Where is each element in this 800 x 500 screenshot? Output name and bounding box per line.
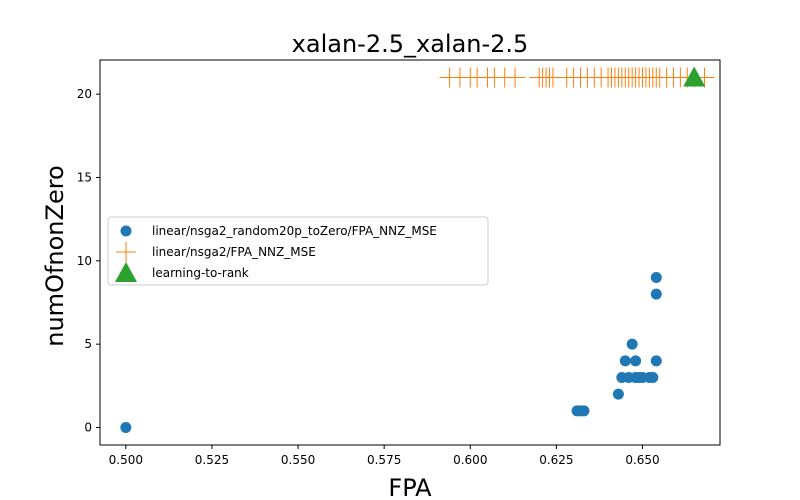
y-tick-label: 5	[84, 337, 92, 351]
data-point	[683, 66, 706, 87]
legend-marker	[120, 225, 132, 237]
legend-label: linear/nsga2/FPA_NNZ_MSE	[152, 245, 316, 259]
x-tick-label: 0.550	[281, 453, 315, 467]
data-point	[619, 355, 631, 367]
data-point	[120, 422, 132, 433]
x-axis: 0.500 0.525 0.550 0.575 0.600 0.625 0.650	[109, 445, 660, 467]
data-point	[612, 388, 624, 400]
series-2	[683, 66, 706, 87]
data-point	[650, 288, 662, 300]
y-tick-label: 15	[77, 171, 92, 185]
x-axis-label: FPA	[388, 474, 432, 500]
legend-marker	[116, 242, 136, 262]
legend-label: linear/nsga2_random20p_toZero/FPA_NNZ_MS…	[152, 224, 437, 238]
y-axis-label: numOfnonZero	[41, 165, 69, 346]
legend-box	[107, 216, 489, 286]
y-tick-label: 20	[77, 87, 92, 101]
chart-title: xalan-2.5_xalan-2.5	[292, 30, 529, 58]
data-point	[650, 355, 662, 367]
x-tick-label: 0.500	[109, 453, 143, 467]
y-tick-label: 0	[84, 421, 92, 435]
legend: linear/nsga2_random20p_toZero/FPA_NNZ_MS…	[107, 216, 489, 286]
plot-frame	[99, 59, 721, 446]
x-tick-label: 0.575	[367, 453, 401, 467]
y-axis: 0 5 10 15 20	[77, 87, 100, 435]
legend-label: learning-to-rank	[152, 266, 249, 280]
legend-entry: linear/nsga2/FPA_NNZ_MSE	[116, 242, 316, 262]
legend-entry: linear/nsga2_random20p_toZero/FPA_NNZ_MS…	[120, 224, 437, 238]
series-1	[439, 67, 715, 88]
x-tick-label: 0.600	[453, 453, 487, 467]
series-0	[120, 272, 662, 433]
x-tick-label: 0.525	[195, 453, 229, 467]
y-tick-label: 10	[77, 254, 92, 268]
data-point	[630, 355, 642, 367]
data-point	[505, 67, 526, 88]
data-point	[578, 405, 590, 417]
data-point	[626, 338, 638, 350]
legend-entry: learning-to-rank	[115, 262, 249, 282]
x-tick-label: 0.625	[539, 453, 573, 467]
data-point	[650, 272, 662, 283]
x-tick-label: 0.650	[625, 453, 659, 467]
plot-area	[99, 59, 721, 446]
legend-marker	[115, 262, 137, 282]
data-point	[647, 372, 659, 383]
